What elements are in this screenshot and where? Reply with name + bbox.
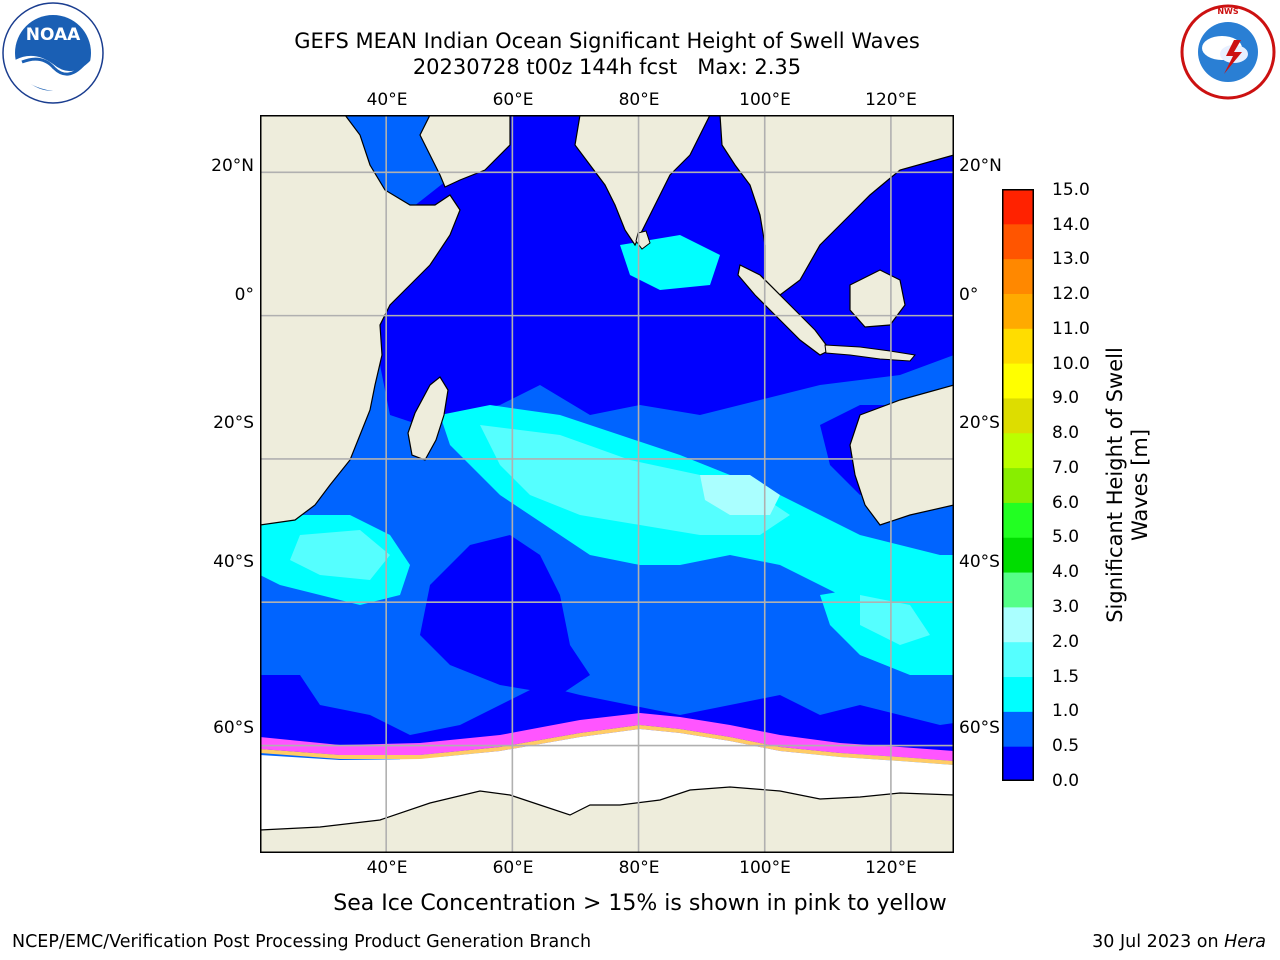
- lon-tick-bottom-80e: 80°E: [618, 858, 660, 878]
- india-land: [574, 115, 711, 247]
- chart-title: GEFS MEAN Indian Ocean Significant Heigh…: [294, 29, 920, 53]
- svg-text:NWS: NWS: [1217, 7, 1239, 16]
- credit-right: 30 Jul 2023 on Hera: [1092, 932, 1266, 952]
- colorbar-label: 15.0: [1052, 180, 1090, 200]
- colorbar-label: 14.0: [1052, 215, 1090, 235]
- colorbar-band: [1002, 537, 1034, 573]
- sea-ice-footnote: Sea Ice Concentration > 15% is shown in …: [333, 891, 947, 916]
- noaa-logo-text: NOAA: [26, 25, 81, 45]
- antarctica-land: [260, 786, 954, 853]
- colorbar-label: 13.0: [1052, 249, 1090, 269]
- credit-date: 30 Jul 2023 on: [1092, 932, 1225, 952]
- colorbar-band: [1002, 397, 1034, 434]
- colorbar-label: 5.0: [1052, 527, 1080, 547]
- colorbar-band: [1002, 676, 1034, 712]
- sumatra-land: [737, 264, 831, 356]
- java-land: [824, 344, 916, 362]
- lat-tick-left-40s: 40°S: [213, 552, 254, 572]
- lat-tick-left-20n: 20°N: [211, 156, 254, 176]
- map-gridlines: [260, 115, 954, 853]
- colorbar-title-line2: Waves [m]: [1128, 428, 1152, 542]
- lon-tick-top-120e: 120°E: [865, 90, 917, 110]
- colorbar-band: [1002, 746, 1034, 781]
- arabia-land: [419, 115, 511, 188]
- credit-machine: Hera: [1224, 932, 1266, 952]
- colorbar-band: [1002, 502, 1034, 538]
- colorbar-label: 0.5: [1052, 736, 1080, 756]
- colorbar-label: 0.0: [1052, 771, 1080, 791]
- lon-tick-bottom-100e: 100°E: [739, 858, 791, 878]
- colorbar-label: 12.0: [1052, 284, 1090, 304]
- colorbar: [1002, 189, 1034, 781]
- map-area: [260, 115, 954, 853]
- swell-band-2.0-3.0: [700, 475, 780, 515]
- colorbar-band: [1002, 293, 1034, 329]
- lat-tick-right-60s: 60°S: [959, 718, 1000, 738]
- colorbar-title: Significant Height of Swell Waves [m]: [1103, 347, 1153, 623]
- lon-tick-bottom-60e: 60°E: [492, 858, 534, 878]
- colorbar-label: 6.0: [1052, 493, 1080, 513]
- lat-tick-right-40s: 40°S: [959, 552, 1000, 572]
- colorbar-band: [1002, 432, 1034, 469]
- sri-lanka-land: [635, 230, 651, 250]
- swell-band-1.5-2.0: [290, 425, 930, 645]
- lon-tick-top-60e: 60°E: [492, 90, 534, 110]
- colorbar-band: [1002, 258, 1034, 294]
- australia-land: [849, 384, 954, 526]
- lat-tick-right-20s: 20°S: [959, 413, 1000, 433]
- colorbar-label: 10.0: [1052, 354, 1090, 374]
- colorbar-band: [1002, 606, 1034, 643]
- colorbar-band: [1002, 223, 1034, 260]
- lon-tick-top-80e: 80°E: [618, 90, 660, 110]
- southeast-asia-land: [719, 115, 954, 296]
- colorbar-title-line1: Significant Height of Swell: [1103, 347, 1127, 623]
- madagascar-land: [407, 376, 449, 461]
- colorbar-band: [1002, 711, 1034, 747]
- colorbar-band: [1002, 363, 1034, 399]
- chart-subtitle: 20230728 t00z 144h fcst Max: 2.35: [412, 55, 802, 79]
- colorbar-band: [1002, 189, 1034, 225]
- colorbar-band: [1002, 572, 1034, 608]
- colorbar-label: 9.0: [1052, 388, 1080, 408]
- lon-tick-top-40e: 40°E: [366, 90, 408, 110]
- colorbar-label: 2.0: [1052, 632, 1080, 652]
- colorbar-label: 4.0: [1052, 562, 1080, 582]
- colorbar-band: [1002, 467, 1034, 503]
- map-frame: [260, 115, 954, 853]
- lon-tick-bottom-40e: 40°E: [366, 858, 408, 878]
- lat-tick-left-60s: 60°S: [213, 718, 254, 738]
- lon-tick-bottom-120e: 120°E: [865, 858, 917, 878]
- colorbar-label: 11.0: [1052, 319, 1090, 339]
- lat-tick-right-0: 0°: [959, 285, 979, 305]
- credit-left: NCEP/EMC/Verification Post Processing Pr…: [12, 932, 592, 952]
- lat-tick-right-20n: 20°N: [959, 156, 1002, 176]
- colorbar-label: 7.0: [1052, 458, 1080, 478]
- colorbar-label: 8.0: [1052, 423, 1080, 443]
- lat-tick-left-20s: 20°S: [213, 413, 254, 433]
- colorbar-band: [1002, 328, 1034, 364]
- africa-land: [260, 115, 461, 526]
- colorbar-label: 1.0: [1052, 701, 1080, 721]
- colorbar-label: 3.0: [1052, 597, 1080, 617]
- noaa-logo: NOAA: [2, 2, 104, 104]
- colorbar-band: [1002, 641, 1034, 678]
- lat-tick-left-0: 0°: [234, 285, 254, 305]
- colorbar-frame: [1002, 189, 1034, 781]
- lon-tick-top-100e: 100°E: [739, 90, 791, 110]
- colorbar-label: 1.5: [1052, 667, 1080, 687]
- nws-logo: NWS: [1180, 4, 1276, 100]
